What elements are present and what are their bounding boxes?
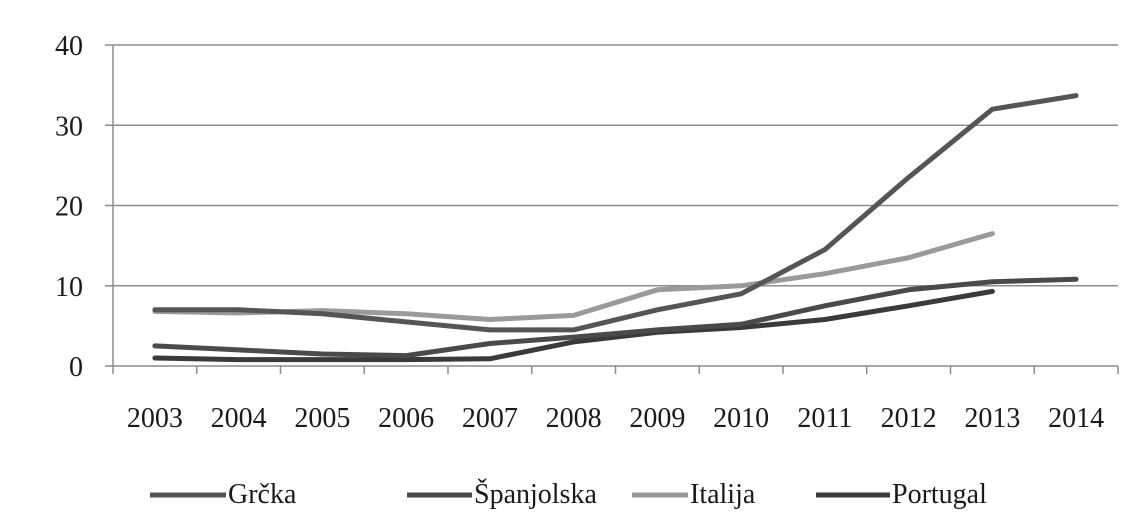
series-line-španjolska: [152, 276, 1079, 359]
x-tick-label: 2006: [378, 403, 434, 434]
series-line-portugal: [152, 288, 995, 363]
x-tick-label: 2007: [462, 403, 518, 434]
series-lines: [152, 93, 1079, 363]
legend-label: Portugal: [892, 479, 987, 510]
x-tick-label: 2003: [127, 403, 183, 434]
x-tick-label: 2010: [713, 403, 769, 434]
x-tick-label: 2008: [546, 403, 602, 434]
grid-lines: [113, 44, 1118, 287]
legend: Grčka Španjolska Italija Portugal: [150, 479, 987, 510]
series-line-italija: [152, 231, 995, 322]
legend-label: Španjolska: [474, 479, 597, 510]
series-line-grčka: [152, 93, 1079, 333]
legend-label: Italija: [690, 479, 756, 510]
x-tick-label: 2004: [211, 403, 267, 434]
x-tick-label: 2013: [964, 403, 1020, 434]
x-tick-label: 2005: [294, 403, 350, 434]
y-tick-labels: 0 10 20 30 40: [55, 31, 83, 383]
legend-label: Grčka: [228, 479, 297, 510]
x-tick-label: 2012: [881, 403, 937, 434]
y-tick-label: 10: [55, 272, 83, 303]
axes: [105, 44, 1119, 374]
x-tick-label: 2014: [1048, 403, 1104, 434]
x-tick-label: 2011: [797, 403, 852, 434]
x-tick-label: 2009: [629, 403, 685, 434]
y-tick-label: 0: [69, 352, 83, 383]
x-tick-labels: 2003 2004 2005 2006 2007 2008 2009 2010 2011 2012…: [127, 403, 1104, 434]
y-tick-label: 30: [55, 111, 83, 142]
y-tick-label: 20: [55, 192, 83, 223]
y-tick-label: 40: [55, 31, 83, 62]
